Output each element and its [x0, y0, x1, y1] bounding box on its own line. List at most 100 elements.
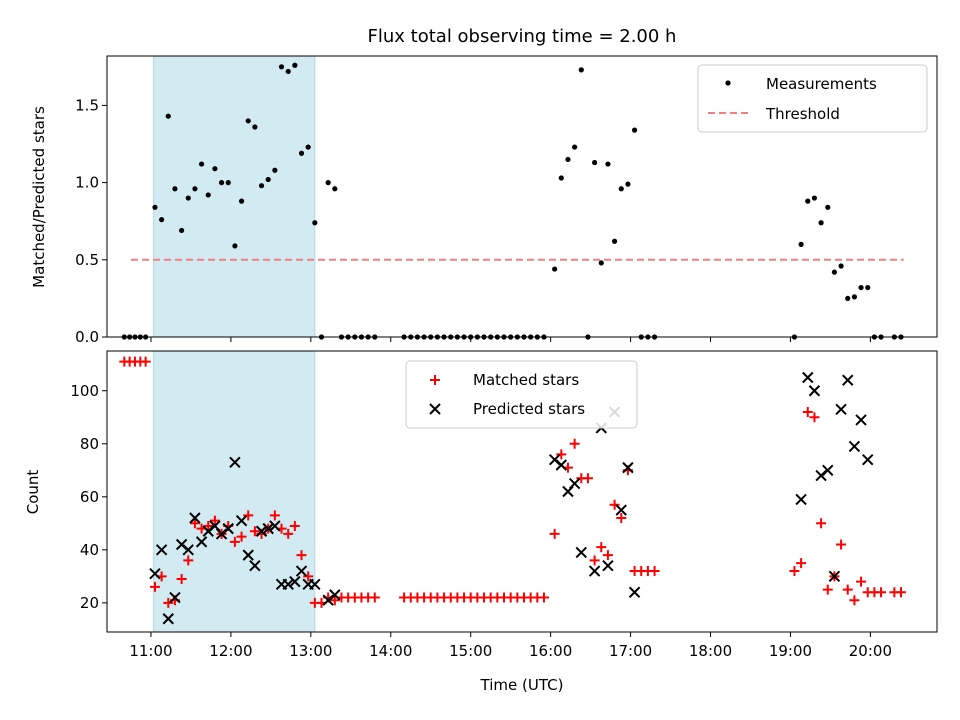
top-y-axis-label: Matched/Predicted stars: [30, 106, 48, 288]
data-point: [285, 68, 291, 75]
data-point: [243, 510, 254, 521]
data-point: [183, 555, 194, 566]
legend-symbol: [725, 80, 731, 86]
data-point: [312, 220, 318, 226]
data-point: [329, 589, 341, 601]
data-point: [555, 459, 568, 471]
data-point: [242, 549, 254, 561]
data-point: [825, 204, 831, 210]
x-tick-label: 18:00: [689, 642, 732, 660]
data-point: [229, 456, 241, 469]
y-tick-label: 60: [80, 488, 99, 506]
x-tick-label: 14:00: [369, 642, 412, 660]
data-point: [578, 67, 584, 73]
x-tick-label: 11:00: [129, 642, 172, 660]
legend-symbol: [429, 403, 441, 415]
data-point: [828, 570, 841, 583]
data-point: [189, 512, 201, 524]
observing-span: [153, 350, 316, 633]
legend: Matched stars Predicted stars: [405, 360, 638, 429]
data-point: [149, 581, 160, 592]
data-point: [152, 204, 158, 210]
y-tick-label: 40: [80, 541, 99, 559]
data-point: [602, 550, 613, 561]
data-point: [298, 150, 305, 156]
y-tick-label: 80: [80, 435, 99, 453]
data-point: [605, 161, 611, 167]
x-tick-label: 16:00: [529, 642, 572, 660]
data-point: [232, 243, 238, 249]
data-point: [569, 438, 580, 449]
data-point: [618, 186, 624, 192]
data-point: [805, 198, 811, 204]
data-point: [236, 531, 247, 542]
data-point: [155, 544, 168, 556]
data-point: [802, 406, 813, 417]
series-matched-stars: [119, 356, 907, 608]
data-point: [572, 144, 578, 150]
data-point: [575, 546, 587, 559]
data-point: [625, 181, 631, 187]
data-point: [896, 587, 907, 598]
data-point: [848, 440, 861, 453]
data-point: [596, 542, 607, 553]
data-point: [249, 560, 261, 572]
y-tick-label: 0.5: [75, 251, 99, 269]
data-point: [855, 414, 867, 426]
data-point: [238, 198, 245, 204]
data-point: [808, 385, 821, 397]
data-point: [835, 403, 847, 416]
data-point: [602, 560, 614, 572]
data-point: [292, 62, 298, 68]
data-point: [552, 266, 558, 272]
data-point: [289, 575, 301, 588]
bottom-y-axis-label: Count: [24, 470, 42, 515]
data-point: [588, 565, 601, 577]
data-point: [818, 220, 824, 226]
data-point: [289, 520, 300, 531]
data-point: [325, 180, 331, 186]
data-point: [262, 522, 274, 535]
x-tick-label: 12:00: [209, 642, 252, 660]
data-point: [303, 571, 314, 582]
data-point: [798, 241, 804, 247]
data-point: [549, 528, 560, 539]
data-point: [332, 186, 338, 192]
data-point: [628, 586, 641, 598]
y-tick-label: 1.5: [75, 96, 99, 114]
data-point: [272, 167, 278, 173]
data-point: [225, 180, 231, 186]
data-point: [218, 180, 225, 186]
data-point: [283, 528, 294, 539]
x-tick-label: 19:00: [769, 642, 812, 660]
data-point: [568, 477, 581, 490]
data-point: [631, 127, 638, 133]
x-tick-label: 20:00: [849, 642, 892, 660]
data-point: [831, 269, 838, 275]
data-point: [649, 566, 660, 577]
data-point: [865, 284, 871, 291]
data-point: [245, 118, 251, 124]
data-point: [169, 591, 181, 604]
data-point: [822, 464, 834, 476]
data-point: [163, 597, 174, 608]
x-tick-label: 17:00: [609, 642, 652, 660]
legend-box: [405, 360, 638, 429]
data-point: [836, 539, 847, 550]
data-point: [159, 217, 165, 223]
data-point: [845, 295, 851, 302]
data-point: [851, 294, 857, 300]
data-point: [802, 371, 814, 384]
data-point: [278, 64, 285, 70]
data-point: [179, 227, 185, 234]
data-point: [616, 513, 627, 524]
series-measurements: [121, 62, 904, 340]
data-point: [369, 592, 380, 603]
data-point: [269, 510, 280, 521]
data-point: [229, 536, 240, 547]
y-tick-label: 20: [80, 594, 99, 612]
x-tick-label: 15:00: [449, 642, 492, 660]
data-point: [198, 161, 205, 167]
data-point: [255, 525, 268, 537]
